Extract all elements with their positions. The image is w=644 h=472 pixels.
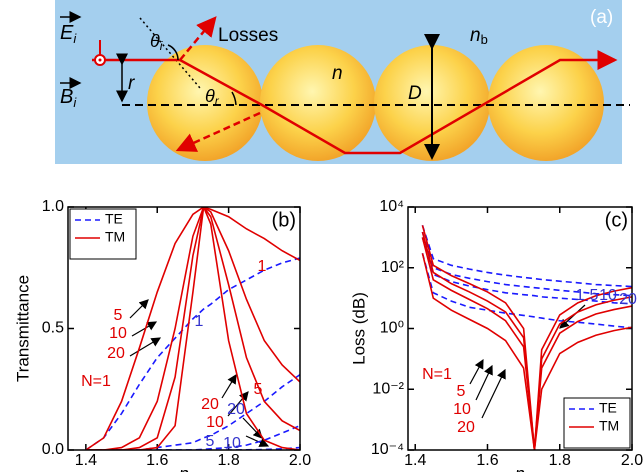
- curve: [422, 232, 632, 296]
- curve: [86, 426, 300, 450]
- x-tick-label: 2.0: [289, 452, 311, 469]
- theta-symbol: θ: [150, 31, 160, 51]
- annotation: N=1: [422, 366, 452, 383]
- annotation: 10: [599, 287, 617, 304]
- annotation: 5: [254, 381, 263, 398]
- y-tick-label: 0.0: [42, 441, 64, 458]
- pointer-arrow: [130, 300, 148, 318]
- pointer-arrow: [243, 418, 262, 438]
- annotation: 10: [453, 401, 471, 418]
- panel-a: Ei Bi θi θr r Losses nb n D (a): [55, 0, 630, 164]
- pointer-arrow: [470, 360, 483, 384]
- y-tick-label: 0.5: [42, 320, 64, 337]
- legend-label: TE: [105, 211, 123, 227]
- annotation: 1: [195, 313, 204, 330]
- sphere: [488, 45, 604, 161]
- annotation: 20: [457, 419, 475, 436]
- plot: 1.4 1.6 1.8 2.0 10⁻⁴ 10⁻² 10⁰ 10² 10⁴ TE TM (c) n Los…: [349, 198, 643, 472]
- x-axis-label: n: [515, 464, 525, 472]
- legend-label: TM: [599, 418, 619, 434]
- pointer-arrow: [482, 370, 505, 418]
- x-tick-label: 1.4: [75, 452, 97, 469]
- nb-symbol: n: [470, 25, 481, 46]
- annotation: 10: [206, 414, 224, 431]
- annotation: 10: [109, 325, 127, 342]
- pointer-arrow: [130, 338, 160, 356]
- legend-box: [70, 209, 136, 259]
- pointer-arrow: [222, 375, 236, 398]
- annotation: 5: [457, 383, 466, 400]
- n-label: n: [332, 63, 343, 84]
- annotation: N=1: [81, 373, 111, 390]
- annotation: 20: [107, 345, 125, 362]
- r-label: r: [128, 73, 135, 94]
- x-axis-label: n: [179, 464, 189, 472]
- annotation: 5: [114, 307, 123, 324]
- y-tick-label: 10⁻⁴: [371, 441, 404, 458]
- y-axis-label: Loss (dB): [349, 292, 368, 365]
- x-tick-label: 1.6: [476, 452, 498, 469]
- x-tick-label: 2.0: [621, 452, 643, 469]
- panel-label: (a): [590, 7, 613, 28]
- annotation: 1: [576, 287, 585, 304]
- legend-label: TE: [599, 400, 617, 416]
- x-tick-label: 1.4: [404, 452, 426, 469]
- b-field-symbol-text: B: [60, 86, 73, 108]
- plot: 1.4 1.6 1.8 2.0 0.0 0.5 1.0 TE TM (b) n Transmittan…: [13, 198, 311, 472]
- nb-subscript: b: [481, 32, 488, 47]
- y-tick-label: 10⁴: [379, 198, 404, 215]
- x-tick-label: 1.6: [146, 452, 168, 469]
- annotation: 5: [590, 287, 599, 304]
- sphere: [260, 45, 376, 161]
- d-label: D: [408, 83, 422, 104]
- panel-label: (c): [605, 209, 628, 231]
- x-tick-label: 1.8: [549, 452, 571, 469]
- annotation: 20: [227, 401, 245, 418]
- annotation: 20: [201, 396, 219, 413]
- y-axis-label: Transmittance: [13, 275, 32, 382]
- theta-symbol: θ: [205, 86, 215, 106]
- annotation: 5: [206, 433, 215, 450]
- y-tick-label: 10⁻²: [372, 380, 404, 397]
- y-tick-label: 10²: [381, 259, 405, 276]
- page: Ei Bi θi θr r Losses nb n D (a) 1.41.61.…: [0, 0, 644, 472]
- panel-label: (b): [272, 209, 296, 231]
- b-field-symbol: [99, 59, 102, 62]
- y-tick-label: 10⁰: [380, 320, 404, 337]
- figure: Ei Bi θi θr r Losses nb n D (a) 1.41.61.…: [0, 0, 644, 472]
- annotation: 1: [258, 258, 267, 275]
- legend-box: [564, 398, 630, 448]
- theta-subscript: i: [160, 39, 163, 53]
- annotation: 10: [223, 435, 241, 452]
- x-tick-label: 1.8: [217, 452, 239, 469]
- pointer-arrow: [476, 366, 492, 400]
- losses-label: Losses: [218, 25, 278, 46]
- y-tick-label: 1.0: [42, 198, 64, 215]
- legend-label: TM: [105, 229, 125, 245]
- e-field-symbol: E: [60, 22, 74, 44]
- annotation: 20: [619, 291, 637, 308]
